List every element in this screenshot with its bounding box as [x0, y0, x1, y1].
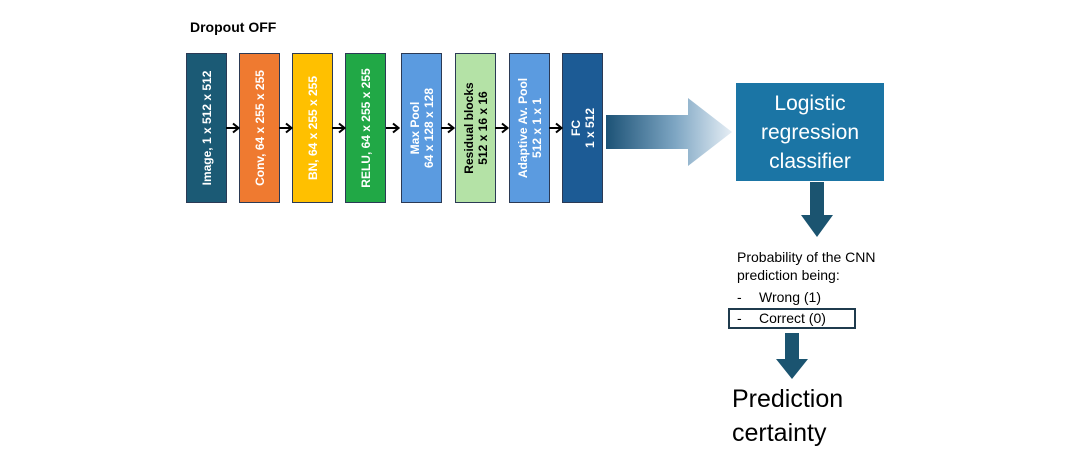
layer-image-label: Image, 1 x 512 x 512: [199, 70, 214, 186]
arrow-right-icon: [495, 122, 509, 134]
layer-adaptive-pool-dims: 512 x 1 x 1: [529, 97, 544, 159]
arrow-right-icon: [441, 122, 455, 134]
classifier-line-3: classifier: [769, 149, 851, 173]
correct-highlight-box: [728, 308, 856, 329]
layer-fc-dims: 1 x 512: [582, 107, 597, 149]
layer-maxpool: Max Pool 64 x 128 x 128: [401, 53, 442, 203]
layer-fc-name: FC: [568, 120, 583, 137]
layer-maxpool-dims: 64 x 128 x 128: [421, 87, 436, 169]
probability-line-1: Probability of the CNN: [737, 249, 876, 265]
prediction-certainty: Prediction certainty: [732, 382, 843, 450]
classifier-line-2: regression: [760, 120, 860, 144]
layer-bn-label: BN, 64 x 255 x 255: [305, 75, 320, 181]
option-wrong: - Wrong (1): [737, 288, 821, 306]
logistic-regression-classifier: Logistic regression classifier: [736, 83, 884, 181]
option-correct: - Correct (0): [737, 309, 826, 327]
layer-relu-label: RELU, 64 x 255 x 255: [358, 68, 373, 188]
layer-residual: Residual blocks 512 x 16 x 16: [455, 53, 496, 203]
layer-adaptive-pool: Adaptive Av. Pool 512 x 1 x 1: [509, 53, 550, 203]
option-wrong-label: Wrong (1): [759, 289, 821, 305]
probability-line-2: prediction being:: [737, 267, 840, 283]
layer-conv: Conv, 64 x 255 x 255: [239, 53, 280, 203]
option-wrong-dash: -: [737, 289, 742, 305]
layer-conv-label: Conv, 64 x 255 x 255: [252, 70, 267, 186]
probability-text: Probability of the CNN prediction being:…: [737, 248, 876, 326]
layer-image: Image, 1 x 512 x 512: [186, 53, 227, 203]
layer-residual-dims: 512 x 16 x 16: [475, 91, 490, 165]
arrow-right-icon: [332, 122, 346, 134]
arrow-right-icon: [226, 122, 240, 134]
option-correct-label: Correct (0): [759, 310, 826, 326]
arrow-down-icon: [801, 182, 833, 237]
layer-fc: FC 1 x 512: [562, 53, 603, 203]
arrow-down-icon: [776, 333, 808, 379]
arrow-right-icon: [386, 122, 400, 134]
classifier-line-1: Logistic: [774, 91, 846, 115]
layer-adaptive-pool-name: Adaptive Av. Pool: [515, 77, 530, 179]
diagram-title: Dropout OFF: [190, 19, 277, 35]
layer-residual-name: Residual blocks: [461, 82, 476, 174]
arrow-right-icon: [279, 122, 293, 134]
gradient-arrow-icon: [606, 98, 732, 166]
layer-maxpool-name: Max Pool: [407, 101, 422, 155]
layer-bn: BN, 64 x 255 x 255: [292, 53, 333, 203]
layer-relu: RELU, 64 x 255 x 255: [345, 53, 386, 203]
arrow-right-icon: [549, 122, 563, 134]
certainty-line-2: certainty: [732, 419, 827, 447]
option-correct-dash: -: [737, 310, 742, 326]
certainty-line-1: Prediction: [732, 385, 844, 413]
